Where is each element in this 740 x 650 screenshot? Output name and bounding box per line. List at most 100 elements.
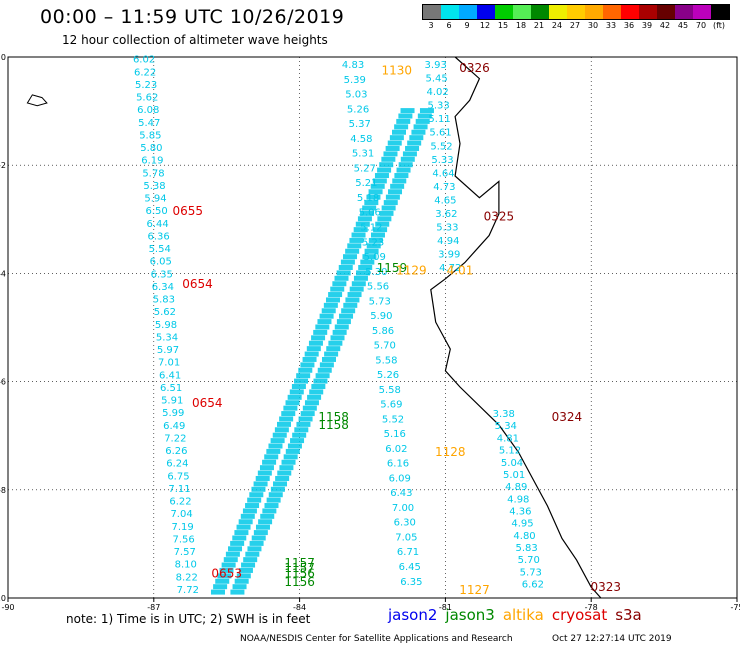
diag-track-mark (296, 421, 311, 427)
diag-track-mark (294, 427, 309, 433)
swh-value: 5.80 (140, 143, 162, 154)
diag-track-mark (392, 129, 407, 135)
swh-value: 6.30 (394, 518, 416, 529)
diag-track-mark (304, 400, 319, 406)
legend-label: 15 (497, 21, 509, 30)
diag-track-mark (213, 584, 228, 590)
diag-track-mark (413, 124, 428, 130)
pass-time-label: 1128 (435, 445, 466, 459)
swh-value: 5.16 (384, 429, 406, 440)
swh-value: 4.80 (513, 531, 535, 542)
color-legend: 3 6 9 12 15 18 21 24 27 30 33 36 39 42 45 70 (ft) (422, 4, 730, 32)
swh-value: 5.99 (162, 408, 184, 419)
diag-track-mark (294, 378, 309, 384)
diag-track-mark (245, 503, 260, 509)
diag-track-mark (283, 405, 298, 411)
diag-track-mark (364, 200, 379, 206)
swh-value: 7.57 (174, 547, 196, 558)
swh-value: 5.33 (436, 222, 458, 233)
swh-value: 7.56 (173, 534, 195, 545)
footer-credit: NOAA/NESDIS Center for Satellite Applica… (240, 634, 513, 644)
swh-value: 3.93 (425, 60, 447, 71)
diag-track-mark (341, 308, 356, 314)
diag-track-mark (255, 524, 270, 530)
diag-track-mark (287, 394, 302, 400)
swh-value: 3.62 (435, 209, 457, 220)
diag-track-mark (247, 546, 262, 552)
pass-time-label: 1156 (284, 567, 315, 581)
swh-value: 5.69 (380, 400, 402, 411)
diag-track-mark (234, 530, 249, 536)
diag-track-mark (325, 297, 340, 303)
swh-value: 5.94 (144, 194, 166, 205)
pass-time-label: 1157 (284, 556, 315, 570)
diag-track-mark (245, 551, 260, 557)
diag-track-mark (276, 421, 291, 427)
diag-track-mark (259, 465, 274, 471)
swh-value: 4.98 (507, 494, 529, 505)
diag-track-mark (389, 135, 404, 141)
swh-value: 4.94 (437, 236, 459, 247)
diag-track-mark (236, 573, 251, 579)
swh-value: 6.49 (163, 421, 185, 432)
legend-label: 24 (551, 21, 563, 30)
diag-track-mark (262, 508, 277, 514)
diag-track-mark (400, 108, 415, 114)
diag-track-mark (236, 524, 251, 530)
swh-value: 6.43 (390, 488, 412, 499)
diag-track-mark (381, 156, 396, 162)
diag-track-mark (283, 454, 298, 460)
diag-track-mark (368, 237, 383, 243)
diag-track-mark (345, 297, 360, 303)
diag-track-mark (300, 362, 315, 368)
legend-swatch (513, 5, 531, 19)
swh-value: 5.26 (347, 104, 369, 115)
swh-value: 5.27 (354, 163, 376, 174)
swh-value: 6.22 (134, 67, 156, 78)
diag-track-mark (228, 546, 243, 552)
diag-track-mark (242, 508, 257, 514)
diag-track-mark (315, 324, 330, 330)
swh-value: 5.18 (357, 193, 379, 204)
swh-value: 5.23 (362, 237, 384, 248)
diag-track-mark (379, 162, 394, 168)
swh-value: 4.58 (350, 134, 372, 145)
diag-track-mark (360, 259, 375, 265)
legend-label: 18 (515, 21, 527, 30)
diag-track-mark (309, 389, 324, 395)
diag-track-mark (338, 264, 353, 270)
swh-value: 5.54 (149, 244, 171, 255)
diag-track-mark (326, 346, 341, 352)
pass-time-label: 0325 (484, 210, 515, 224)
diag-track-mark (368, 189, 383, 195)
diag-track-mark (355, 221, 370, 227)
diag-track-mark (232, 535, 247, 541)
diag-track-mark (366, 194, 381, 200)
swh-value: 7.72 (177, 585, 199, 596)
legend-label: 21 (533, 21, 545, 30)
pass-time-label: 1158 (318, 418, 349, 432)
diag-track-mark (385, 145, 400, 151)
diag-track-mark (287, 443, 302, 449)
diag-track-mark (215, 578, 230, 584)
swh-value: 6.35 (151, 269, 173, 280)
diag-track-mark (210, 589, 225, 595)
diag-track-mark (275, 475, 290, 481)
map-title: 00:00 – 11:59 UTC 10/26/2019 (40, 6, 345, 28)
swh-value: 5.01 (503, 470, 525, 481)
swh-value: 6.41 (159, 370, 181, 381)
diag-track-mark (374, 173, 389, 179)
diag-track-mark (260, 513, 275, 519)
swh-value: 8.10 (175, 560, 197, 571)
swh-value: 5.03 (345, 90, 367, 101)
pass-time-label: 0326 (459, 61, 490, 75)
swh-value: 5.97 (157, 345, 179, 356)
diag-track-mark (219, 567, 234, 573)
diag-track-mark (388, 189, 403, 195)
swh-value: 4.73 (433, 182, 455, 193)
swh-value: 5.58 (379, 385, 401, 396)
pass-time-label: 1158 (318, 410, 349, 424)
swh-value: 7.05 (395, 532, 417, 543)
swh-value: 4.36 (509, 506, 531, 517)
diag-track-mark (240, 513, 255, 519)
